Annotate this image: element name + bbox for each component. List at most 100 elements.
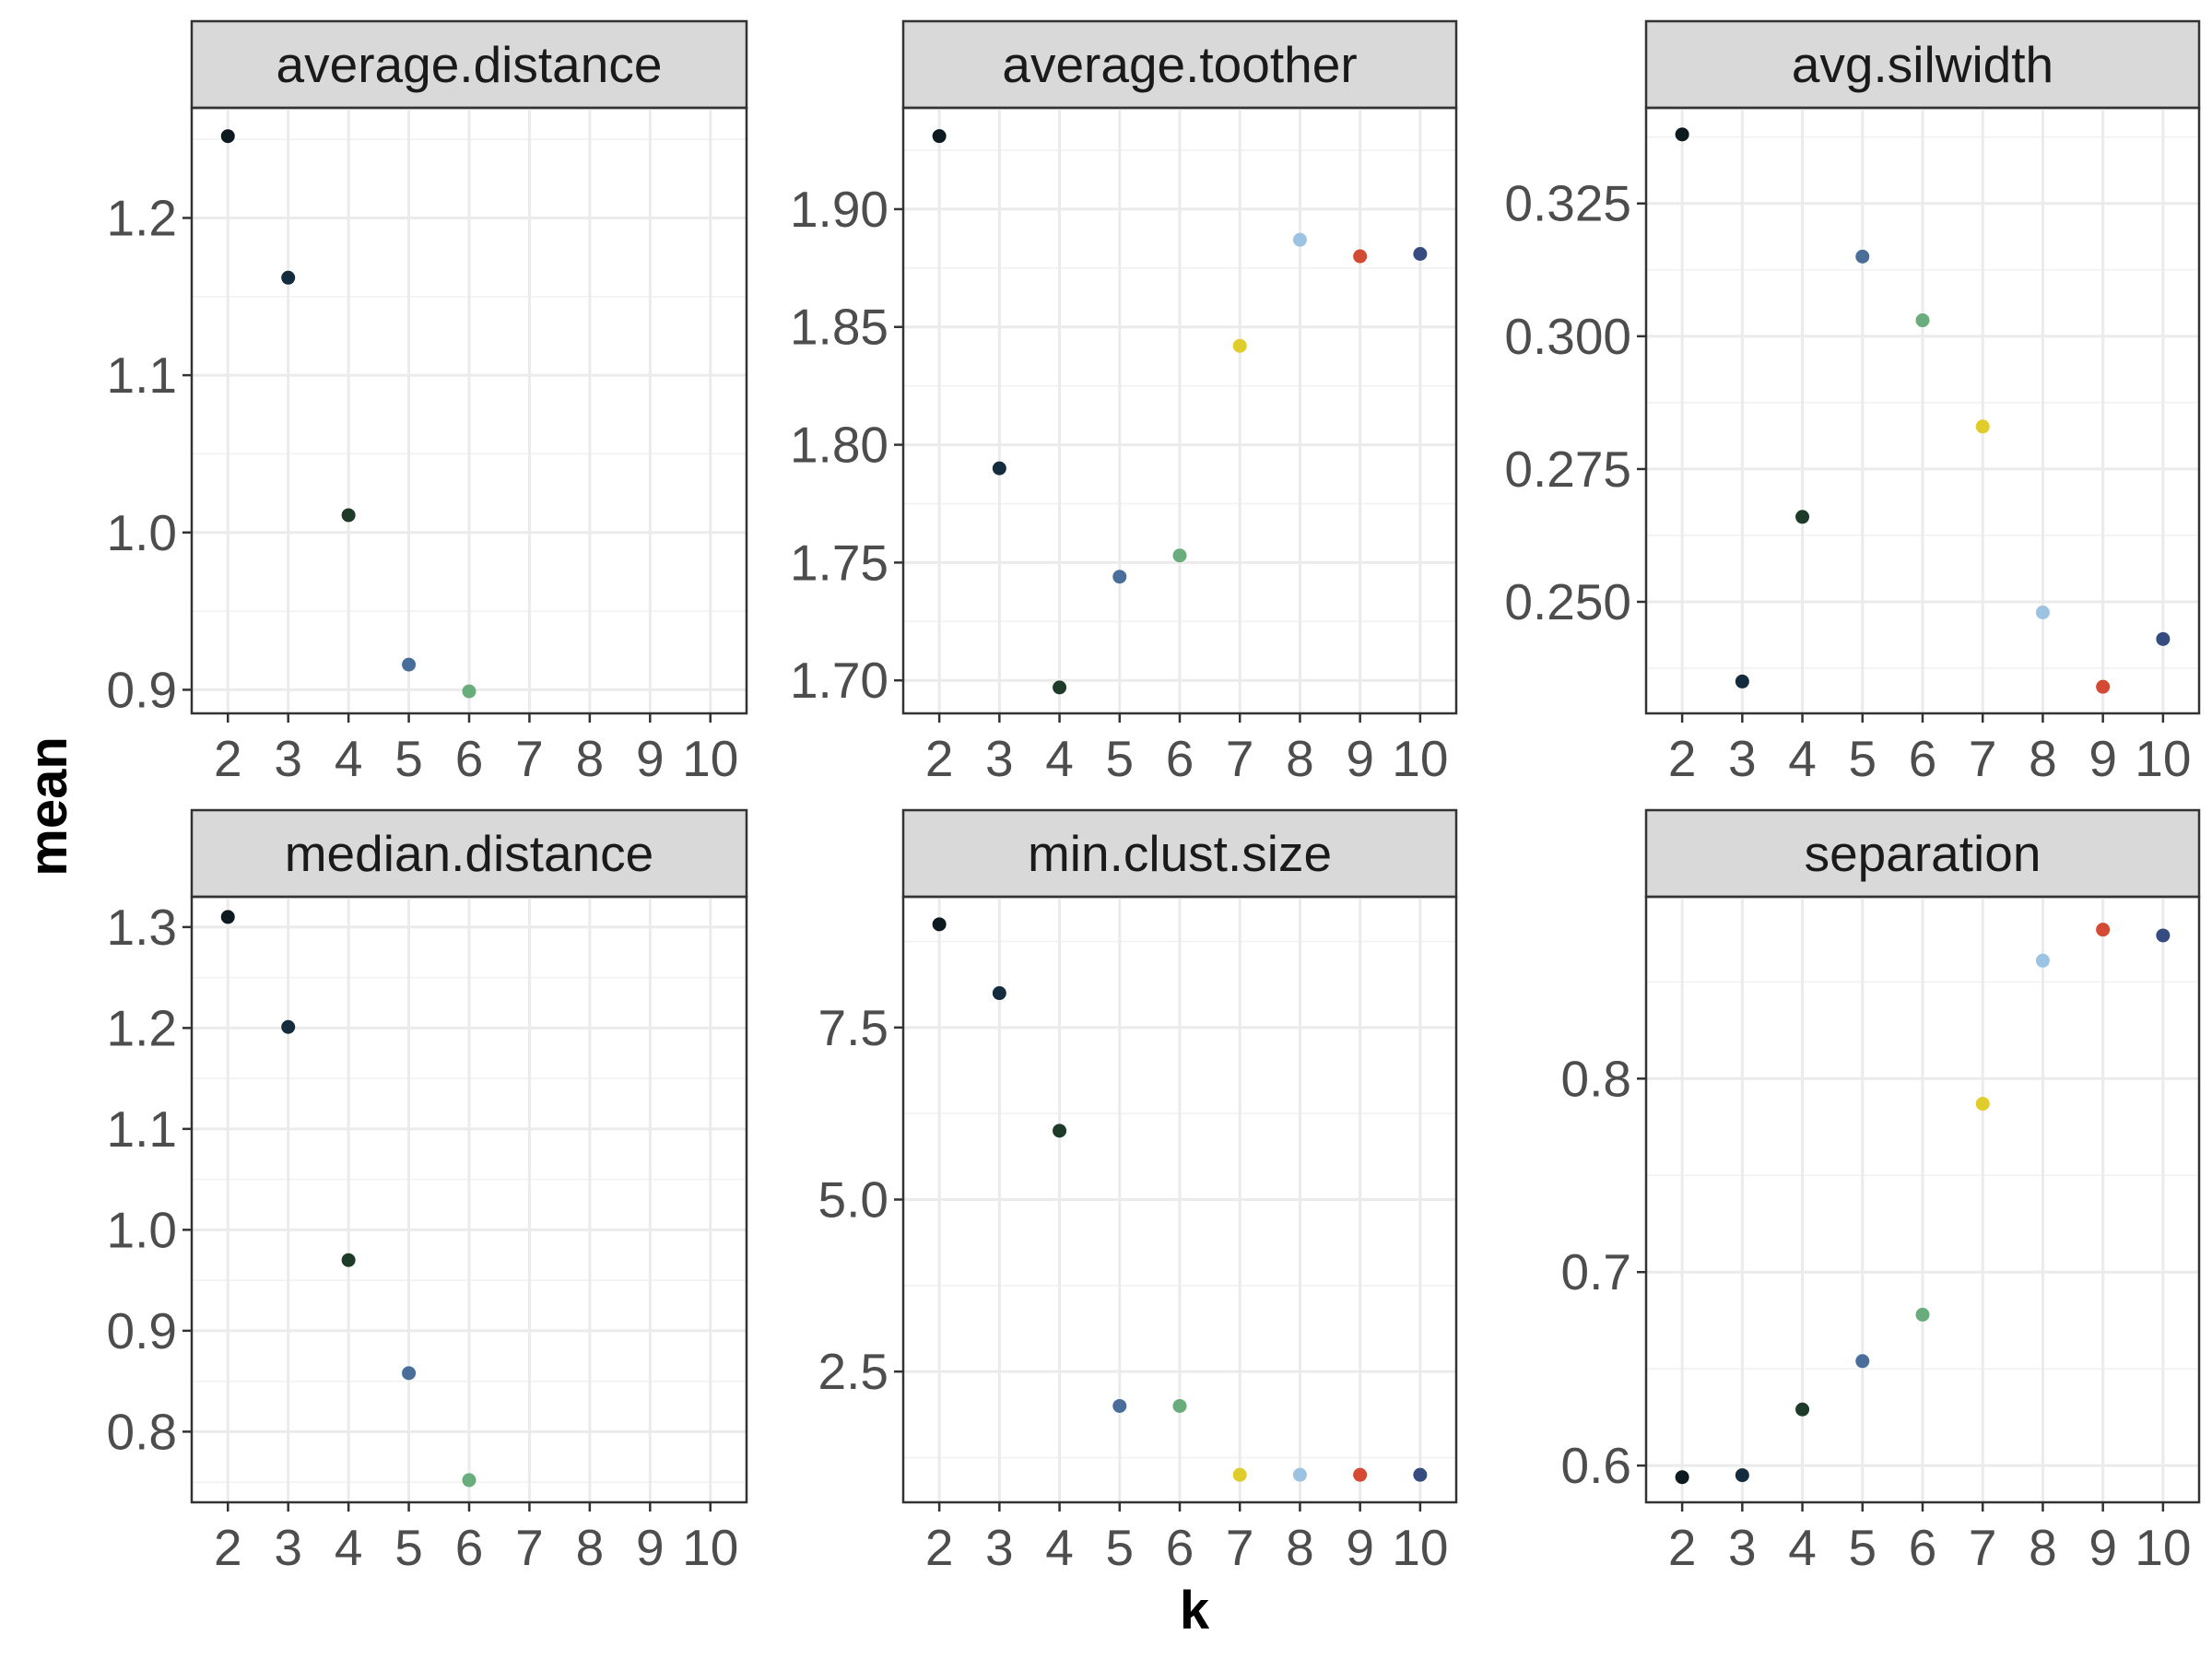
x-tick-label: 2 [925,1519,954,1576]
data-point-k6 [1172,1398,1187,1413]
y-tick-label: 0.8 [1561,1050,1631,1107]
data-point-k6 [1915,1307,1930,1322]
data-point-k10 [2156,631,2171,646]
y-tick-label: 1.80 [790,417,888,474]
facet-strip [901,808,1458,899]
x-tick-label: 3 [1728,1519,1757,1576]
x-tick-label: 2 [1668,730,1697,787]
data-point-k2 [220,129,235,144]
data-point-k7 [1232,338,1247,353]
facet-strip-label: separation [1805,825,2041,882]
data-point-k4 [1053,1124,1067,1138]
x-tick-label: 10 [2135,730,2191,787]
y-tick-label: 0.6 [1561,1437,1631,1494]
data-point-k8 [2035,953,2050,968]
data-point-k5 [402,1366,417,1381]
facet-strip-label: average.toother [1002,36,1357,93]
data-point-k5 [1855,249,1870,264]
data-point-k3 [281,270,296,285]
data-point-k10 [2156,928,2171,943]
data-point-k4 [1795,510,1810,524]
x-tick-label: 8 [2029,730,2057,787]
y-tick-label: 1.90 [790,181,888,238]
x-tick-label: 4 [335,730,363,787]
data-point-k9 [1353,1467,1368,1482]
y-tick-label: 0.275 [1504,441,1631,498]
y-tick-label: 5.0 [818,1171,888,1229]
data-point-k9 [2096,923,2111,937]
data-point-k3 [992,986,1006,1001]
y-tick-label: 0.9 [107,661,177,718]
data-point-k8 [1292,232,1307,247]
facet-strip [901,19,1458,110]
x-tick-label: 6 [1909,730,1937,787]
x-tick-label: 8 [1286,730,1314,787]
data-point-k7 [1975,419,1990,434]
x-tick-label: 6 [1166,1519,1194,1576]
x-tick-label: 4 [1788,730,1817,787]
y-tick-label: 1.70 [790,652,888,709]
facet-panel-min-clust-size: min.clust.size 2.5 5.0 7.5 2 3 4 5 6 7 8 9 10 [818,808,1458,1576]
y-tick-label: 0.7 [1561,1243,1631,1300]
x-tick-label: 3 [985,1519,1014,1576]
panel-border [1644,106,2201,715]
data-point-k6 [1915,313,1930,328]
x-tick-label: 7 [1969,1519,1997,1576]
y-tick-label: 0.250 [1504,573,1631,630]
data-point-k5 [1855,1354,1870,1369]
facet-strip-label: min.clust.size [1028,825,1332,882]
data-point-k10 [1413,246,1428,261]
data-point-k2 [932,917,947,932]
x-tick-label: 7 [515,1519,544,1576]
x-tick-label: 3 [985,730,1014,787]
y-tick-label: 2.5 [818,1343,888,1400]
data-point-k7 [1975,1097,1990,1112]
data-point-k3 [281,1019,296,1034]
x-tick-label: 4 [335,1519,363,1576]
panel-border [1644,895,2201,1504]
x-tick-label: 8 [2029,1519,2057,1576]
facet-panel-average-distance: average.distance 0.9 1.0 1.1 1.2 2 3 4 5 6 7 8 9 10 [107,19,748,787]
x-tick-label: 6 [455,730,484,787]
x-tick-label: 5 [394,730,423,787]
x-tick-label: 10 [1392,730,1448,787]
data-point-k6 [462,1473,477,1488]
x-tick-label: 7 [1226,1519,1254,1576]
y-tick-label: 1.1 [107,347,177,404]
data-point-k2 [932,129,947,144]
data-point-k10 [1413,1467,1428,1482]
x-tick-label: 4 [1045,1519,1074,1576]
data-point-k5 [1112,1398,1127,1413]
data-point-k3 [992,461,1006,476]
x-tick-label: 3 [274,730,302,787]
data-point-k2 [1675,127,1689,142]
x-tick-label: 9 [2088,1519,2117,1576]
facet-strip-label: avg.silwidth [1792,36,2053,93]
x-axis-title: k [1180,1581,1210,1641]
y-tick-label: 0.300 [1504,308,1631,365]
facet-panel-median-distance: median.distance 0.8 0.9 1.0 1.1 1.2 1.3 2 3 4 5 6 7 8… [107,808,748,1576]
y-tick-label: 0.325 [1504,175,1631,232]
facet-strip-label: median.distance [285,825,654,882]
x-tick-label: 8 [1286,1519,1314,1576]
x-tick-label: 9 [636,730,665,787]
x-tick-label: 4 [1045,730,1074,787]
y-tick-label: 1.3 [107,899,177,956]
data-point-k2 [220,910,235,924]
x-tick-label: 2 [925,730,954,787]
data-point-k2 [1675,1470,1689,1485]
x-tick-label: 2 [214,730,242,787]
data-point-k4 [341,508,356,523]
facet-strip [190,19,748,110]
data-point-k9 [2096,679,2111,694]
x-tick-label: 7 [1969,730,1997,787]
panel-border [190,106,748,715]
x-tick-label: 7 [515,730,544,787]
y-tick-label: 1.0 [107,1201,177,1258]
data-point-k9 [1353,249,1368,264]
data-point-k4 [1053,680,1067,695]
x-tick-label: 7 [1226,730,1254,787]
y-tick-label: 1.2 [107,999,177,1056]
y-axis-title: mean [18,736,78,877]
